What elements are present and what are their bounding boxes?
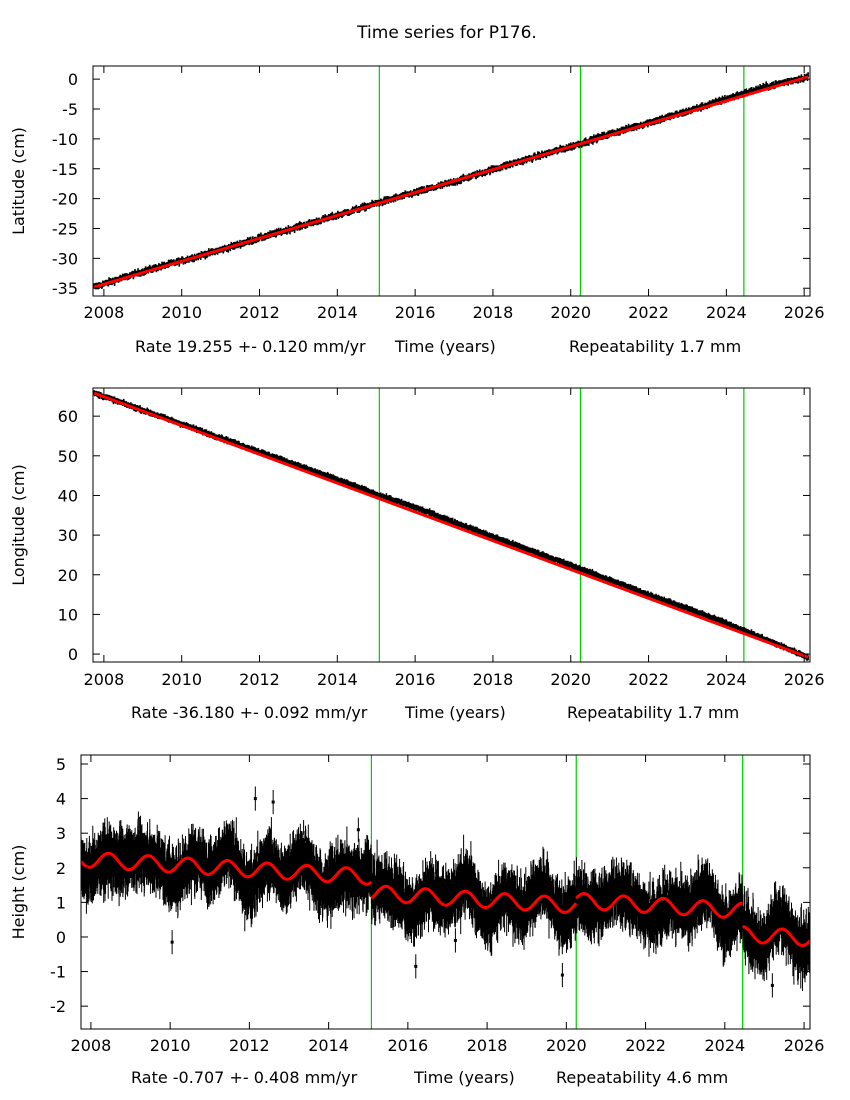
- repeatability-label: Repeatability 4.6 mm: [556, 1068, 728, 1087]
- y-tick-label: 0: [56, 928, 66, 947]
- x-tick-label: 2020: [550, 303, 591, 322]
- x-tick-label: 2008: [84, 303, 125, 322]
- x-tick-label: 2016: [395, 670, 436, 689]
- y-tick-label: -30: [52, 249, 78, 268]
- outlier-point-0: [170, 940, 174, 944]
- x-axis-label: Time (years): [413, 1068, 515, 1087]
- outlier-point-2: [271, 800, 275, 804]
- x-tick-label: 2016: [388, 1036, 429, 1055]
- plot-frame: [92, 387, 811, 663]
- x-tick-label: 2020: [546, 1036, 587, 1055]
- outlier-point-7: [770, 983, 774, 987]
- x-tick-label: 2010: [161, 303, 202, 322]
- x-tick-label: 2024: [706, 670, 747, 689]
- longitude-panel: 2008 2010 2012 2014 2016 2018 2020 2022 2024 2026…: [9, 387, 825, 722]
- x-tick-label: 2024: [706, 303, 747, 322]
- y-tick-label: 30: [58, 526, 78, 545]
- repeatability-label: Repeatability 1.7 mm: [567, 703, 739, 722]
- y-axis-label: Latitude (cm): [9, 127, 28, 235]
- rate-label: Rate -0.707 +- 0.408 mm/yr: [131, 1068, 358, 1087]
- plot-area: [93, 66, 809, 296]
- latitude-panel: 2008 2010 2012 2014 2016 2018 2020 2022 2024 2026…: [9, 65, 825, 356]
- plot-frame: [92, 65, 811, 297]
- x-tick-label: 2018: [473, 303, 514, 322]
- x-axis-label: Time (years): [404, 703, 506, 722]
- x-tick-label: 2020: [550, 670, 591, 689]
- y-tick-label: -20: [52, 190, 78, 209]
- y-tick-label: -25: [52, 219, 78, 238]
- outlier-point-6: [560, 973, 564, 977]
- x-tick-label: 2018: [473, 670, 514, 689]
- y-tick-label: -15: [52, 160, 78, 179]
- y-tick-label: -1: [50, 963, 66, 982]
- x-tick-label: 2014: [317, 670, 358, 689]
- y-tick-label: 2: [56, 859, 66, 878]
- x-tick-label: 2012: [239, 670, 280, 689]
- x-tick-label: 2022: [628, 670, 669, 689]
- x-tick-label: 2016: [395, 303, 436, 322]
- x-tick-label: 2024: [704, 1036, 745, 1055]
- model-segment-3: [742, 925, 810, 947]
- y-axis-label: Longitude (cm): [9, 464, 28, 586]
- y-tick-label: 40: [58, 486, 78, 505]
- rate-label: Rate -36.180 +- 0.092 mm/yr: [131, 703, 368, 722]
- y-tick-label: 5: [56, 755, 66, 774]
- figure-title: Time series for P176.: [356, 23, 537, 43]
- y-tick-label: 4: [56, 790, 66, 809]
- y-tick-label: 10: [58, 605, 78, 624]
- x-tick-label: 2010: [150, 1036, 191, 1055]
- y-tick-label: 20: [58, 566, 78, 585]
- outlier-point-5: [453, 938, 457, 942]
- x-tick-label: 2010: [161, 670, 202, 689]
- x-tick-label: 2008: [84, 670, 125, 689]
- observations: [81, 786, 810, 998]
- plot-area: [93, 388, 809, 662]
- outlier-point-4: [414, 964, 418, 968]
- model-segment-0: [81, 851, 373, 886]
- x-tick-label: 2018: [467, 1036, 508, 1055]
- x-tick-label: 2012: [239, 303, 280, 322]
- y-tick-label: 60: [58, 407, 78, 426]
- model-line: [93, 391, 809, 659]
- plot-area: [81, 755, 810, 1029]
- model-segment-1: [370, 884, 578, 914]
- y-tick-label: -10: [52, 130, 78, 149]
- height-panel: 2008 2010 2012 2014 2016 2018 2020 2022 2024 2026…: [9, 754, 825, 1087]
- x-tick-label: 2026: [784, 670, 825, 689]
- x-tick-label: 2014: [317, 303, 358, 322]
- y-tick-label: 0: [68, 645, 78, 664]
- x-tick-label: 2008: [71, 1036, 112, 1055]
- outlier-point-3: [356, 828, 360, 832]
- x-tick-label: 2022: [628, 303, 669, 322]
- model-segment-2: [575, 891, 743, 919]
- y-tick-label: -2: [50, 997, 66, 1016]
- plot-frame: [80, 754, 811, 1030]
- y-tick-label: 50: [58, 447, 78, 466]
- y-tick-label: -5: [62, 100, 78, 119]
- outlier-point-1: [253, 797, 257, 801]
- y-tick-label: 1: [56, 893, 66, 912]
- rate-label: Rate 19.255 +- 0.120 mm/yr: [135, 337, 366, 356]
- x-tick-label: 2026: [784, 1036, 825, 1055]
- x-axis-label: Time (years): [394, 337, 496, 356]
- y-tick-label: 3: [56, 824, 66, 843]
- x-tick-label: 2012: [229, 1036, 270, 1055]
- x-tick-label: 2022: [625, 1036, 666, 1055]
- y-tick-label: -35: [52, 279, 78, 298]
- y-tick-label: 0: [68, 70, 78, 89]
- x-tick-label: 2026: [784, 303, 825, 322]
- model-line: [93, 75, 809, 289]
- x-tick-label: 2014: [308, 1036, 349, 1055]
- y-axis-label: Height (cm): [9, 845, 28, 940]
- repeatability-label: Repeatability 1.7 mm: [569, 337, 741, 356]
